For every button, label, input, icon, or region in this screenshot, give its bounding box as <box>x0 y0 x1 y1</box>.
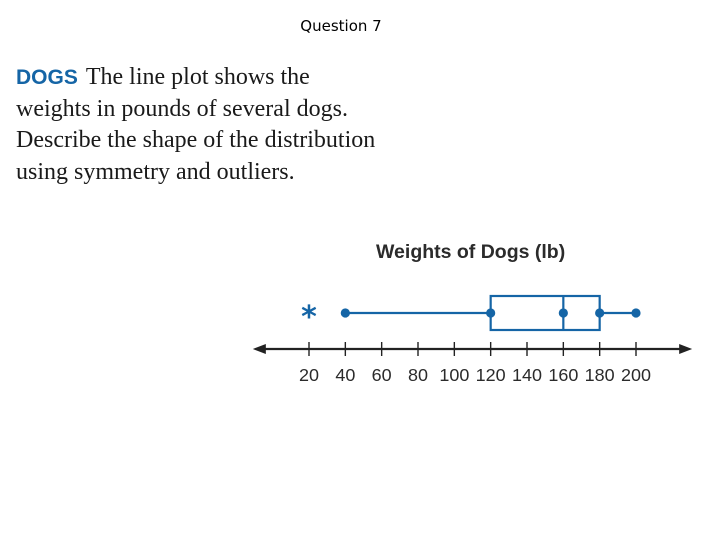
q3-point <box>595 308 605 318</box>
axis-left-arrow-icon <box>252 344 266 354</box>
problem-text: The line plot shows the weights in pound… <box>16 64 376 185</box>
tick-label: 20 <box>299 365 319 385</box>
max-point <box>631 308 641 318</box>
q1-point <box>486 308 496 318</box>
tick-label: 120 <box>476 365 506 385</box>
tick-label: 140 <box>512 365 542 385</box>
problem-keyword: DOGS <box>16 66 78 89</box>
tick-label: 160 <box>548 365 578 385</box>
iqr-box <box>489 294 601 332</box>
problem-statement: DOGS The line plot shows the weights in p… <box>16 62 376 188</box>
tick-label: 200 <box>621 365 651 385</box>
tick-label: 180 <box>585 365 615 385</box>
tick-label: 60 <box>372 365 392 385</box>
slide-title: Question 7 <box>300 17 382 35</box>
axis-right-arrow-icon <box>679 344 693 354</box>
median-point <box>558 308 568 318</box>
tick-label: 80 <box>408 365 428 385</box>
outlier-point: * <box>301 300 317 335</box>
chart-title: Weights of Dogs (lb) <box>376 241 566 263</box>
tick-label: 100 <box>439 365 469 385</box>
min-point <box>340 308 350 318</box>
tick-label: 40 <box>335 365 355 385</box>
